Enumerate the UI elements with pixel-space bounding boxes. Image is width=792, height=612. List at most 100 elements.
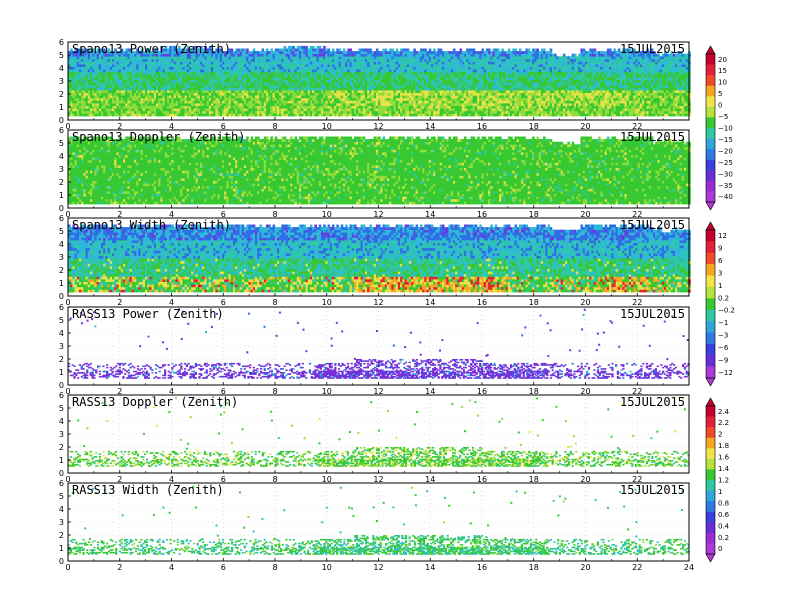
heatmap-cell	[285, 103, 289, 106]
heatmap-cell	[213, 113, 216, 117]
heatmap-cell	[155, 105, 159, 109]
heatmap-cell	[100, 66, 104, 70]
heatmap-cell	[182, 110, 185, 114]
heatmap-cell	[127, 105, 130, 109]
heatmap-cell	[155, 90, 159, 93]
heatmap-cell	[122, 82, 126, 86]
heatmap-cell	[169, 48, 172, 52]
heatmap-cell	[213, 71, 216, 75]
heatmap-cell	[252, 100, 256, 104]
heatmap-cell	[221, 53, 225, 57]
heatmap-cell	[235, 51, 238, 54]
heatmap-cell	[254, 69, 258, 73]
heatmap-cell	[87, 51, 91, 54]
heatmap-cell	[257, 100, 260, 104]
heatmap-cell	[215, 113, 218, 117]
heatmap-cell	[125, 53, 128, 57]
heatmap-cell	[191, 56, 194, 60]
heatmap-cell	[226, 87, 229, 91]
heatmap-cell	[232, 82, 236, 86]
heatmap-cell	[272, 51, 276, 54]
heatmap-cell	[292, 82, 295, 86]
heatmap-cell	[184, 97, 188, 101]
heatmap-cell	[274, 113, 278, 117]
heatmap-cell	[173, 66, 177, 70]
heatmap-cell	[125, 69, 128, 73]
heatmap-cell	[239, 74, 243, 78]
heatmap-cell	[215, 66, 218, 70]
heatmap-cell	[96, 71, 100, 75]
heatmap-cell	[248, 61, 251, 65]
heatmap-cell	[122, 105, 126, 109]
heatmap-cell	[208, 113, 212, 117]
heatmap-cell	[133, 82, 137, 86]
heatmap-cell	[184, 90, 188, 93]
heatmap-cell	[228, 103, 232, 106]
heatmap-cell	[276, 58, 280, 62]
heatmap-cell	[208, 82, 212, 86]
heatmap-cell	[232, 113, 236, 117]
heatmap-cell	[166, 82, 170, 86]
heatmap-cell	[274, 110, 278, 114]
heatmap-cell	[237, 90, 240, 93]
heatmap-cell	[120, 48, 124, 52]
heatmap-cell	[195, 84, 199, 88]
heatmap-cell	[153, 58, 157, 62]
heatmap-cell	[76, 105, 80, 109]
heatmap-cell	[217, 58, 221, 62]
heatmap-cell	[243, 48, 247, 52]
heatmap-cell	[287, 64, 291, 67]
heatmap-cell	[254, 56, 258, 60]
heatmap-cell	[270, 66, 273, 70]
heatmap-cell	[100, 87, 104, 91]
heatmap-cell	[287, 87, 291, 91]
heatmap-cell	[151, 74, 155, 78]
heatmap-cell	[215, 90, 218, 93]
heatmap-cell	[268, 51, 271, 54]
heatmap-cell	[140, 110, 144, 114]
heatmap-cell	[96, 64, 100, 67]
heatmap-cell	[221, 92, 225, 96]
heatmap-cell	[173, 90, 177, 93]
heatmap-cell	[243, 113, 247, 117]
heatmap-cell	[105, 51, 108, 54]
heatmap-cell	[224, 113, 227, 117]
heatmap-cell	[294, 108, 298, 112]
heatmap-cell	[107, 64, 111, 67]
heatmap-cell	[292, 53, 295, 57]
heatmap-cell	[274, 105, 278, 109]
heatmap-cell	[76, 66, 80, 70]
heatmap-cell	[188, 51, 192, 54]
heatmap-cell	[210, 79, 214, 83]
heatmap-cell	[193, 110, 196, 114]
heatmap-cell	[166, 92, 170, 96]
heatmap-cell	[116, 53, 119, 57]
heatmap-cell	[292, 69, 295, 73]
heatmap-cell	[250, 95, 254, 99]
heatmap-cell	[138, 56, 141, 60]
heatmap-cell	[100, 95, 104, 99]
heatmap-cell	[184, 113, 188, 117]
heatmap-cell	[118, 53, 122, 57]
heatmap-cell	[186, 45, 190, 49]
heatmap-cell	[133, 103, 137, 106]
heatmap-cell	[144, 51, 148, 54]
heatmap-cell	[270, 71, 273, 75]
heatmap-cell	[230, 87, 234, 91]
heatmap-cell	[144, 97, 148, 101]
heatmap-cell	[210, 84, 214, 88]
heatmap-cell	[127, 51, 130, 54]
heatmap-cell	[241, 56, 245, 60]
heatmap-cell	[94, 51, 97, 54]
heatmap-cell	[226, 103, 229, 106]
heatmap-cell	[166, 66, 170, 70]
heatmap-cell	[199, 74, 203, 78]
heatmap-cell	[109, 103, 113, 106]
heatmap-cell	[246, 90, 249, 93]
heatmap-cell	[188, 66, 192, 70]
heatmap-cell	[263, 92, 267, 96]
heatmap-cell	[127, 82, 130, 86]
heatmap-cell	[224, 95, 227, 99]
heatmap-cell	[149, 97, 152, 101]
heatmap-cell	[158, 51, 161, 54]
